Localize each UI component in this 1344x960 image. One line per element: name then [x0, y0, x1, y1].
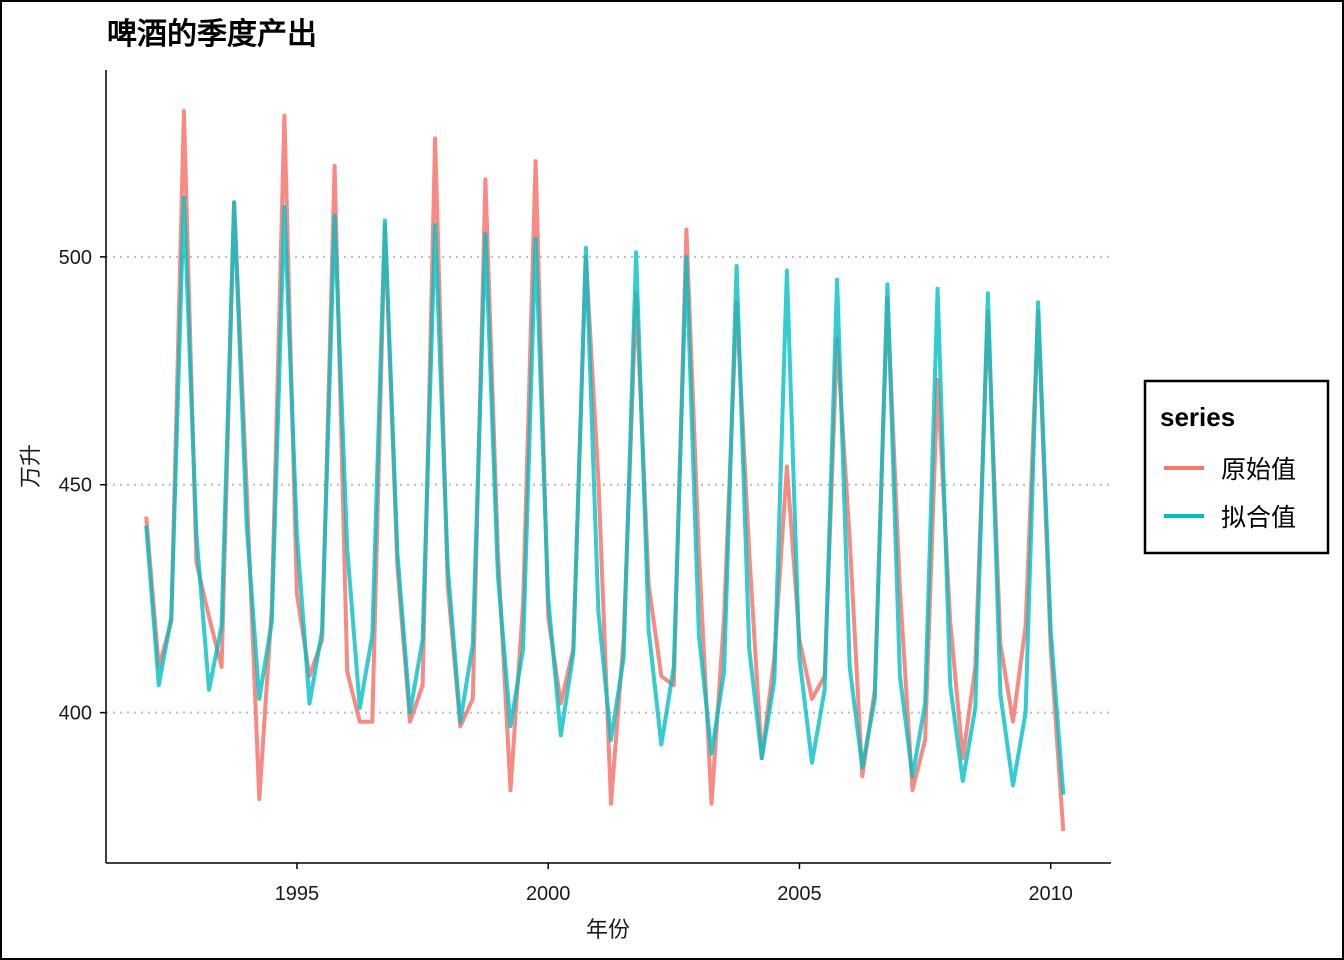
x-tick-label: 2005 — [777, 883, 822, 905]
x-tick-label: 1995 — [275, 883, 320, 905]
legend-title: series — [1160, 402, 1235, 432]
y-axis-ticks: 400 450 500 — [59, 247, 106, 725]
chart-title: 啤酒的季度产出 — [107, 17, 317, 52]
y-tick-label: 400 — [59, 703, 92, 725]
series-lines — [144, 109, 1066, 832]
y-axis-title: 万升 — [19, 444, 44, 488]
y-tick-label: 450 — [59, 475, 92, 497]
y-tick-label: 500 — [59, 247, 92, 269]
x-tick-label: 2010 — [1028, 883, 1073, 905]
legend: series 原始值 拟合值 — [1143, 379, 1330, 555]
legend-label-original: 原始值 — [1221, 455, 1296, 484]
legend-label-fitted: 拟合值 — [1221, 503, 1296, 532]
x-tick-label: 2000 — [526, 883, 571, 905]
x-axis-ticks: 1995 2000 2005 2010 — [275, 863, 1073, 905]
x-axis-title: 年份 — [586, 918, 630, 943]
series-line-fitted — [144, 195, 1066, 795]
